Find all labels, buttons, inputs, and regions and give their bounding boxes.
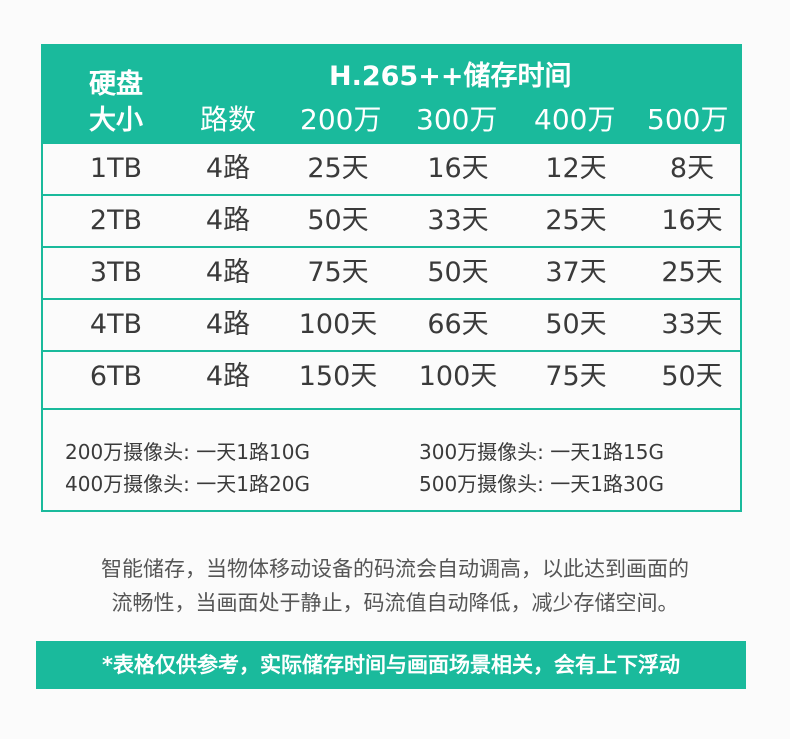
cell-channels: 4路	[205, 205, 251, 236]
header-4mp: 400万	[534, 103, 616, 136]
disclaimer-banner: *表格仅供参考，实际储存时间与画面场景相关，会有上下浮动	[36, 641, 746, 689]
cell-5mp: 33天	[661, 309, 723, 340]
cell-5mp: 16天	[661, 205, 723, 236]
header-channels: 路数	[200, 103, 257, 136]
table-row: 1TB 4路 25天 16天 12天 8天	[43, 142, 740, 194]
note-3mp: 300万摄像头: 一天1路15G	[419, 440, 664, 464]
header-3mp: 300万	[416, 103, 498, 136]
header-group-title: H.265++储存时间	[329, 61, 572, 92]
cell-5mp: 25天	[661, 257, 723, 288]
table-row: 6TB 4路 150天 100天 75天 50天	[43, 350, 740, 402]
description-line2: 流畅性，当画面处于静止，码流值自动降低，减少存储空间。	[111, 591, 679, 615]
header-disk-size-line2: 大小	[89, 105, 143, 136]
cell-5mp: 8天	[669, 153, 715, 184]
header-2mp: 200万	[300, 103, 382, 136]
cell-3mp: 66天	[427, 309, 489, 340]
note-4mp: 400万摄像头: 一天1路20G	[65, 472, 310, 496]
cell-disk: 3TB	[89, 257, 143, 288]
cell-disk: 1TB	[89, 153, 143, 184]
cell-disk: 6TB	[89, 361, 143, 392]
cell-3mp: 100天	[418, 361, 498, 392]
cell-channels: 4路	[205, 361, 251, 392]
cell-channels: 4路	[205, 153, 251, 184]
table-row: 3TB 4路 75天 50天 37天 25天	[43, 246, 740, 298]
cell-4mp: 37天	[545, 257, 607, 288]
cell-2mp: 75天	[307, 257, 369, 288]
note-2mp: 200万摄像头: 一天1路10G	[65, 440, 310, 464]
notes-section: 200万摄像头: 一天1路10G 300万摄像头: 一天1路15G 400万摄像…	[43, 408, 740, 514]
table-row: 2TB 4路 50天 33天 25天 16天	[43, 194, 740, 246]
cell-5mp: 50天	[661, 361, 723, 392]
cell-disk: 2TB	[89, 205, 143, 236]
cell-2mp: 100天	[298, 309, 378, 340]
cell-channels: 4路	[205, 309, 251, 340]
cell-4mp: 75天	[545, 361, 607, 392]
cell-3mp: 50天	[427, 257, 489, 288]
table-header: 硬盘 大小 H.265++储存时间 路数 200万 300万 400万 500万	[43, 46, 740, 142]
description-line1: 智能储存，当物体移动设备的码流会自动调高，以此达到画面的	[101, 557, 689, 581]
cell-2mp: 25天	[307, 153, 369, 184]
cell-2mp: 150天	[298, 361, 378, 392]
header-disk-size-line1: 硬盘	[89, 69, 143, 100]
storage-table: 硬盘 大小 H.265++储存时间 路数 200万 300万 400万 500万…	[41, 44, 742, 512]
cell-3mp: 16天	[427, 153, 489, 184]
header-5mp: 500万	[647, 103, 729, 136]
cell-4mp: 12天	[545, 153, 607, 184]
note-5mp: 500万摄像头: 一天1路30G	[419, 472, 664, 496]
cell-3mp: 33天	[427, 205, 489, 236]
cell-channels: 4路	[205, 257, 251, 288]
cell-2mp: 50天	[307, 205, 369, 236]
table-row: 4TB 4路 100天 66天 50天 33天	[43, 298, 740, 350]
cell-4mp: 50天	[545, 309, 607, 340]
cell-disk: 4TB	[89, 309, 143, 340]
cell-4mp: 25天	[545, 205, 607, 236]
